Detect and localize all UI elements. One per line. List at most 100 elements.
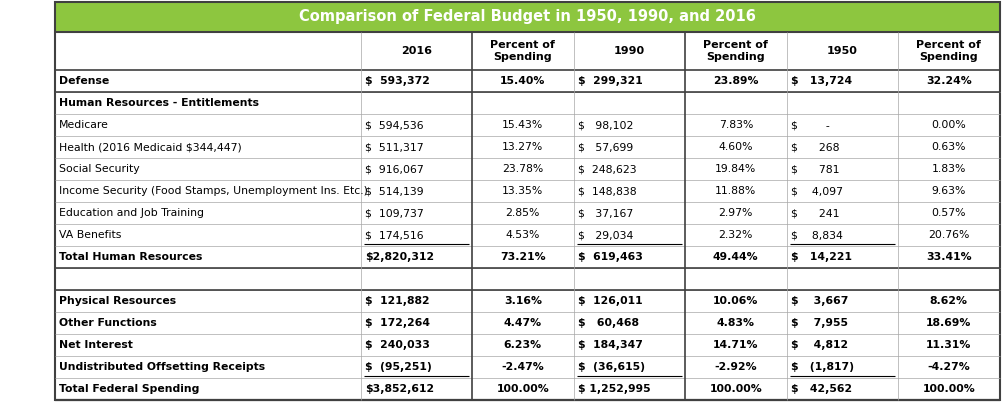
Text: $  511,317: $ 511,317: [365, 142, 424, 152]
Text: Total Human Resources: Total Human Resources: [59, 252, 202, 262]
Text: 2.85%: 2.85%: [506, 208, 540, 218]
Text: 10.06%: 10.06%: [713, 296, 758, 306]
Text: 1.83%: 1.83%: [931, 164, 966, 174]
Text: Total Federal Spending: Total Federal Spending: [59, 384, 199, 394]
Bar: [55, 114, 1000, 136]
Text: Health (2016 Medicaid $344,447): Health (2016 Medicaid $344,447): [59, 142, 242, 152]
Text: $  148,838: $ 148,838: [578, 186, 636, 196]
Text: $  174,516: $ 174,516: [365, 230, 424, 240]
Text: $2,820,312: $2,820,312: [365, 252, 434, 262]
Text: 4.53%: 4.53%: [506, 230, 540, 240]
Text: 13.35%: 13.35%: [502, 186, 544, 196]
Text: $  594,536: $ 594,536: [365, 120, 424, 130]
Text: $   98,102: $ 98,102: [578, 120, 633, 130]
Text: 1990: 1990: [613, 46, 644, 56]
Bar: [55, 312, 1000, 334]
Text: $  (36,615): $ (36,615): [578, 362, 644, 372]
Text: $  126,011: $ 126,011: [578, 296, 642, 306]
Text: 100.00%: 100.00%: [922, 384, 975, 394]
Text: $   57,699: $ 57,699: [578, 142, 633, 152]
Bar: [55, 32, 1000, 70]
Text: 6.23%: 6.23%: [504, 340, 542, 350]
Text: $  184,347: $ 184,347: [578, 340, 642, 350]
Bar: [55, 92, 1000, 114]
Text: $    8,834: $ 8,834: [790, 230, 843, 240]
Text: Comparison of Federal Budget in 1950, 1990, and 2016: Comparison of Federal Budget in 1950, 19…: [299, 9, 756, 24]
Text: 73.21%: 73.21%: [499, 252, 546, 262]
Text: 11.31%: 11.31%: [926, 340, 972, 350]
Text: $    3,667: $ 3,667: [790, 296, 848, 306]
Text: $  (95,251): $ (95,251): [365, 362, 432, 372]
Text: 100.00%: 100.00%: [709, 384, 762, 394]
Text: 33.41%: 33.41%: [926, 252, 972, 262]
Text: $      268: $ 268: [790, 142, 840, 152]
Text: 2016: 2016: [401, 46, 432, 56]
Text: $   60,468: $ 60,468: [578, 318, 638, 328]
Text: Medicare: Medicare: [59, 120, 109, 130]
Text: 14.71%: 14.71%: [713, 340, 758, 350]
Text: $   13,724: $ 13,724: [790, 76, 852, 86]
Text: 23.89%: 23.89%: [713, 76, 758, 86]
Text: 15.40%: 15.40%: [500, 76, 546, 86]
Text: 49.44%: 49.44%: [713, 252, 758, 262]
Text: $   29,034: $ 29,034: [578, 230, 633, 240]
Text: $    7,955: $ 7,955: [790, 318, 848, 328]
Text: $  916,067: $ 916,067: [365, 164, 424, 174]
Bar: [55, 2, 1000, 32]
Bar: [55, 378, 1000, 400]
Text: $  593,372: $ 593,372: [365, 76, 430, 86]
Bar: [55, 224, 1000, 246]
Text: 100.00%: 100.00%: [496, 384, 549, 394]
Bar: [55, 356, 1000, 378]
Text: $   42,562: $ 42,562: [790, 384, 852, 394]
Text: $      781: $ 781: [790, 164, 840, 174]
Text: $  299,321: $ 299,321: [578, 76, 642, 86]
Bar: [55, 290, 1000, 312]
Text: $  248,623: $ 248,623: [578, 164, 636, 174]
Bar: [55, 246, 1000, 268]
Text: 7.83%: 7.83%: [719, 120, 753, 130]
Text: Human Resources - Entitlements: Human Resources - Entitlements: [59, 98, 259, 108]
Text: Undistributed Offsetting Receipts: Undistributed Offsetting Receipts: [59, 362, 265, 372]
Text: $  172,264: $ 172,264: [365, 318, 430, 328]
Text: Net Interest: Net Interest: [59, 340, 133, 350]
Text: 0.00%: 0.00%: [931, 120, 967, 130]
Text: $   14,221: $ 14,221: [790, 252, 852, 262]
Text: Education and Job Training: Education and Job Training: [59, 208, 204, 218]
Text: $        -: $ -: [790, 120, 830, 130]
Text: $  121,882: $ 121,882: [365, 296, 429, 306]
Text: Physical Resources: Physical Resources: [59, 296, 176, 306]
Text: $  619,463: $ 619,463: [578, 252, 642, 262]
Bar: [55, 180, 1000, 202]
Text: 1950: 1950: [827, 46, 858, 56]
Text: -4.27%: -4.27%: [927, 362, 970, 372]
Text: Percent of
Spending: Percent of Spending: [490, 40, 555, 62]
Text: 4.60%: 4.60%: [719, 142, 753, 152]
Bar: [55, 268, 1000, 290]
Text: $  240,033: $ 240,033: [365, 340, 430, 350]
Text: $3,852,612: $3,852,612: [365, 384, 434, 394]
Text: 18.69%: 18.69%: [926, 318, 972, 328]
Text: $   37,167: $ 37,167: [578, 208, 633, 218]
Text: 0.57%: 0.57%: [931, 208, 966, 218]
Text: 11.88%: 11.88%: [715, 186, 756, 196]
Text: Percent of
Spending: Percent of Spending: [916, 40, 981, 62]
Bar: [55, 202, 1000, 224]
Text: -2.47%: -2.47%: [501, 362, 544, 372]
Bar: [55, 334, 1000, 356]
Text: 20.76%: 20.76%: [928, 230, 970, 240]
Text: 3.16%: 3.16%: [504, 296, 542, 306]
Text: Defense: Defense: [59, 76, 109, 86]
Bar: [55, 158, 1000, 180]
Text: 2.97%: 2.97%: [719, 208, 753, 218]
Text: $  514,139: $ 514,139: [365, 186, 424, 196]
Text: $  109,737: $ 109,737: [365, 208, 424, 218]
Text: -2.92%: -2.92%: [715, 362, 757, 372]
Text: 8.62%: 8.62%: [929, 296, 968, 306]
Bar: [55, 70, 1000, 92]
Text: Social Security: Social Security: [59, 164, 140, 174]
Text: 13.27%: 13.27%: [502, 142, 544, 152]
Text: 4.47%: 4.47%: [504, 318, 542, 328]
Text: $      241: $ 241: [790, 208, 840, 218]
Text: Other Functions: Other Functions: [59, 318, 157, 328]
